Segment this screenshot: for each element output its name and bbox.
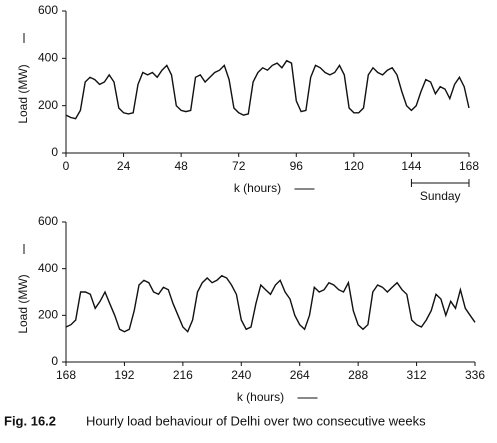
x-tick-label: 240 bbox=[231, 368, 251, 382]
x-tick-label: 24 bbox=[117, 159, 131, 173]
x-tick-label: 96 bbox=[290, 159, 304, 173]
y-axis-label: Load (MW) bbox=[16, 274, 30, 333]
y-tick-label: 600 bbox=[38, 3, 58, 17]
y-axis-label: Load (MW) bbox=[16, 64, 30, 123]
x-tick-label: 192 bbox=[114, 368, 134, 382]
x-tick-label: 168 bbox=[56, 368, 76, 382]
x-tick-label: 288 bbox=[348, 368, 368, 382]
load-line bbox=[65, 274, 476, 333]
x-tick-label: 264 bbox=[290, 368, 310, 382]
caption-label: Fig. 16.2 bbox=[4, 413, 56, 428]
x-tick-label: 72 bbox=[232, 159, 246, 173]
load-line bbox=[65, 59, 470, 120]
x-tick-label: 216 bbox=[173, 368, 193, 382]
y-tick-label: 0 bbox=[51, 354, 58, 368]
y-tick-label: 400 bbox=[38, 51, 58, 65]
x-tick-label: 0 bbox=[63, 159, 70, 173]
y-tick-label: 400 bbox=[38, 261, 58, 275]
annotation: Sunday bbox=[420, 189, 461, 203]
y-tick-label: 200 bbox=[38, 308, 58, 322]
y-tick-label: 200 bbox=[38, 98, 58, 112]
x-tick-label: 48 bbox=[174, 159, 188, 173]
x-tick-label: 312 bbox=[407, 368, 427, 382]
caption-text: Hourly load behaviour of Delhi over two … bbox=[86, 413, 426, 428]
x-tick-label: 336 bbox=[465, 368, 485, 382]
x-axis-label: k (hours) bbox=[234, 181, 281, 195]
x-tick-label: 168 bbox=[459, 159, 479, 173]
x-tick-label: 144 bbox=[401, 159, 421, 173]
y-tick-label: 0 bbox=[51, 145, 58, 159]
y-tick-label: 600 bbox=[38, 214, 58, 228]
x-tick-label: 120 bbox=[344, 159, 364, 173]
x-axis-label: k (hours) bbox=[237, 390, 284, 404]
